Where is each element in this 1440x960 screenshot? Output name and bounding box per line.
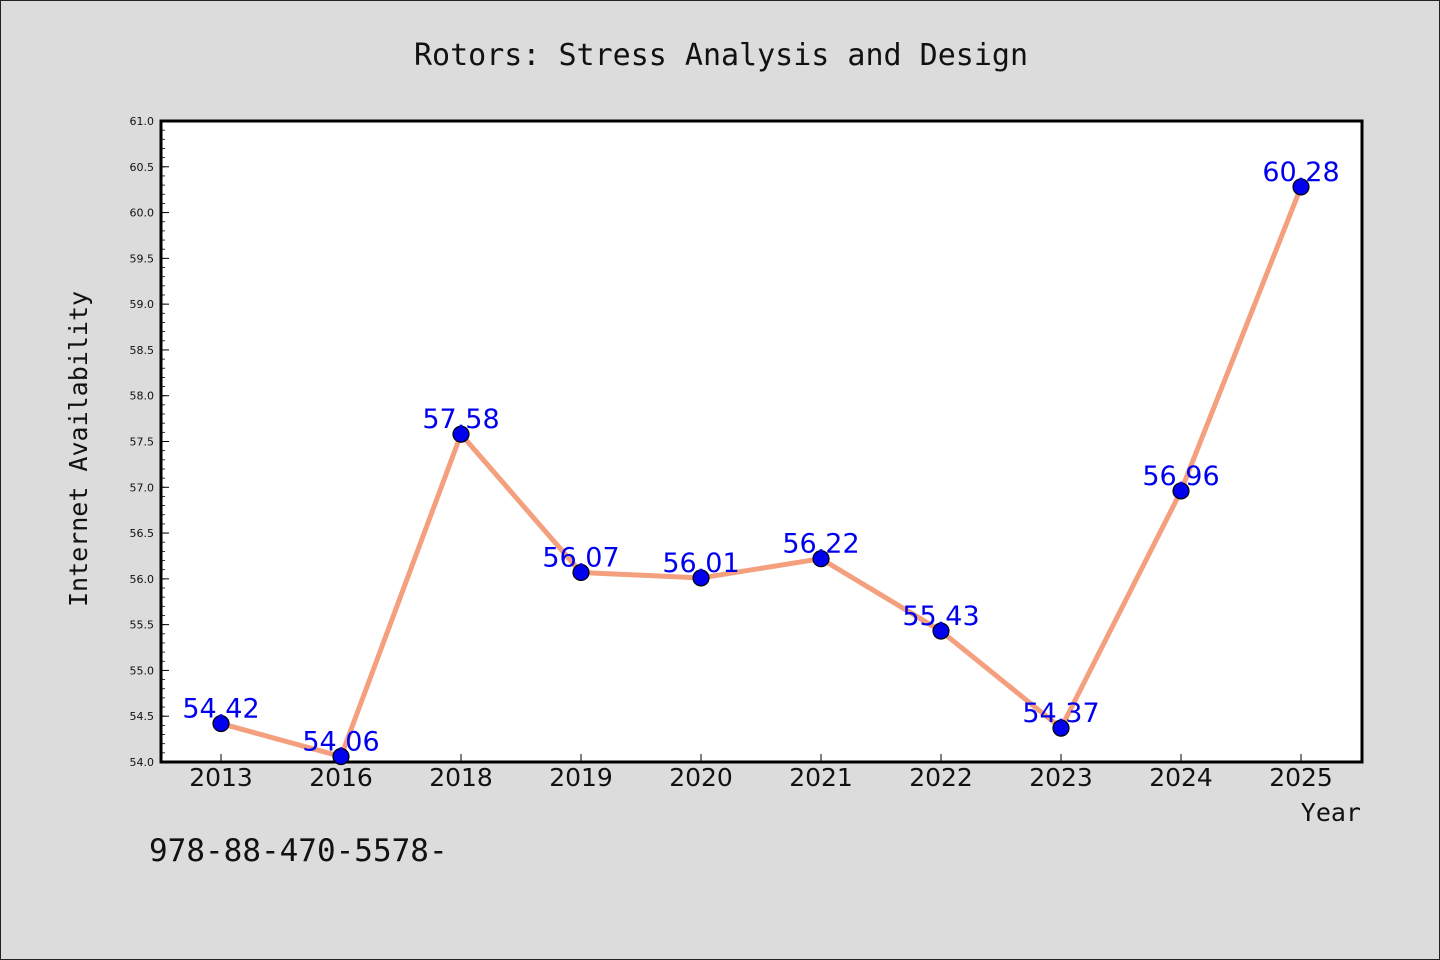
y-tick-label: 58.0 bbox=[130, 390, 155, 403]
data-point bbox=[452, 425, 470, 443]
y-tick-label: 59.0 bbox=[130, 298, 155, 311]
data-point bbox=[692, 569, 710, 587]
data-label: 56.96 bbox=[1142, 461, 1219, 492]
x-tick-label: 2021 bbox=[789, 763, 853, 792]
y-tick-label: 57.5 bbox=[130, 436, 155, 449]
x-tick-label: 2013 bbox=[189, 763, 253, 792]
data-label: 57.58 bbox=[422, 404, 499, 435]
series-line bbox=[218, 184, 1304, 760]
data-point bbox=[332, 747, 350, 766]
data-label: 56.07 bbox=[542, 542, 619, 573]
data-point bbox=[812, 550, 830, 568]
x-tick-label: 2018 bbox=[429, 763, 493, 792]
x-tick-label: 2016 bbox=[309, 763, 373, 792]
data-point bbox=[212, 714, 230, 733]
data-point bbox=[572, 563, 590, 582]
data-label: 60.28 bbox=[1262, 157, 1339, 188]
x-axis: 2013 2016 2018 2019 2020 2021 2022 2023 2024 2025 bbox=[189, 754, 1333, 792]
x-tick-label: 2020 bbox=[669, 763, 733, 792]
data-label: 56.22 bbox=[782, 529, 859, 560]
data-label: 54.42 bbox=[182, 694, 259, 725]
data-point bbox=[1052, 719, 1070, 737]
x-tick-label: 2025 bbox=[1269, 763, 1333, 792]
x-tick-label: 2022 bbox=[909, 763, 973, 792]
chart-title: Rotors: Stress Analysis and Design bbox=[414, 38, 1028, 73]
plot-area bbox=[159, 119, 1364, 764]
x-tick-label: 2019 bbox=[549, 763, 613, 792]
y-tick-label: 56.0 bbox=[130, 573, 155, 586]
y-tick-label: 54.5 bbox=[130, 710, 155, 723]
y-tick-label: 59.5 bbox=[130, 252, 155, 265]
y-tick-label: 56.5 bbox=[130, 527, 155, 540]
data-label: 54.06 bbox=[302, 727, 379, 758]
y-tick-label: 60.5 bbox=[130, 161, 155, 174]
y-tick-label: 54.0 bbox=[130, 756, 155, 769]
y-axis: 54.0 54.5 55.0 55.5 56.0 56.5 57.0 57.5 58.0 58.5… bbox=[130, 115, 169, 769]
y-tick-label: 55.0 bbox=[130, 664, 155, 677]
data-point bbox=[932, 622, 950, 640]
x-tick-label: 2023 bbox=[1029, 763, 1093, 792]
x-axis-label: Year bbox=[1301, 798, 1361, 827]
x-tick-label: 2024 bbox=[1149, 763, 1213, 792]
y-axis-label: Internet Availability bbox=[64, 291, 93, 607]
series-group: 54.42 54.06 57.58 56.07 56.01 56.22 55.43 54.37… bbox=[182, 157, 1340, 766]
y-tick-label: 57.0 bbox=[130, 481, 155, 494]
data-label: 54.37 bbox=[1022, 698, 1099, 729]
y-tick-label: 60.0 bbox=[130, 207, 155, 220]
y-tick-label: 61.0 bbox=[130, 115, 155, 128]
footer-isbn-text: 978-88-470-5578- bbox=[149, 833, 448, 869]
data-point bbox=[1292, 178, 1310, 196]
data-label: 56.01 bbox=[662, 548, 739, 579]
data-label: 55.43 bbox=[902, 601, 979, 632]
y-tick-label: 58.5 bbox=[130, 344, 155, 357]
y-tick-label: 55.5 bbox=[130, 619, 155, 632]
data-point bbox=[1172, 482, 1190, 500]
